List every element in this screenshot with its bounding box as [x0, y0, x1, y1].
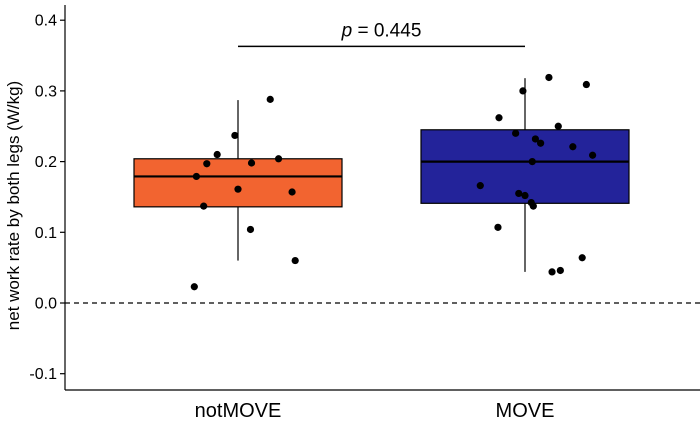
y-tick-label: 0.1: [35, 225, 57, 242]
y-tick-label: 0.3: [35, 83, 57, 100]
data-point: [589, 151, 597, 159]
data-point: [521, 191, 529, 200]
p-value-text: = 0.445: [352, 20, 421, 41]
y-tick-label: 0.4: [35, 13, 57, 30]
data-point: [512, 129, 520, 137]
data-point: [515, 189, 523, 198]
data-point: [274, 155, 283, 163]
data-point: [231, 131, 239, 140]
y-tick-label: 0.2: [35, 154, 57, 171]
data-point: [247, 159, 256, 167]
data-point: [190, 283, 198, 291]
data-point: [234, 185, 242, 193]
data-point: [537, 139, 545, 147]
data-point: [556, 266, 564, 275]
x-category-label: MOVE: [496, 400, 555, 422]
box-MOVE: [420, 78, 630, 272]
data-point: [291, 256, 299, 265]
data-point: [529, 202, 537, 210]
data-point: [545, 73, 553, 82]
data-point: [246, 225, 255, 234]
data-point: [288, 188, 296, 196]
data-point: [519, 87, 527, 95]
box-notMOVE: [133, 100, 343, 261]
y-axis-title: net work rate by both legs (W/kg): [4, 81, 23, 330]
p-symbol: p: [341, 20, 353, 41]
data-point: [528, 158, 536, 166]
boxes: [133, 78, 630, 272]
data-point: [554, 122, 562, 130]
iqr-box: [420, 129, 630, 204]
y-tick-label: 0.0: [35, 296, 57, 313]
axes: [64, 5, 700, 391]
data-point: [578, 254, 586, 262]
data-point: [495, 114, 503, 122]
data-point: [476, 182, 484, 190]
data-point: [203, 160, 211, 168]
iqr-box: [133, 158, 343, 208]
data-point: [200, 202, 208, 210]
x-categories: notMOVE MOVE: [195, 400, 555, 422]
p-value-label: p = 0.445: [341, 20, 422, 41]
data-point: [266, 95, 274, 103]
data-point: [548, 268, 556, 276]
significance-annotation: p = 0.445: [238, 20, 525, 48]
y-tick-label: -0.1: [29, 366, 57, 383]
data-point: [569, 143, 577, 151]
data-point: [494, 223, 502, 231]
data-point: [531, 135, 540, 143]
points: [190, 73, 597, 291]
data-point: [213, 150, 221, 159]
data-point: [192, 172, 200, 181]
y-ticks: -0.1 0.0 0.1 0.2 0.3 0.4: [29, 13, 65, 383]
x-category-label: notMOVE: [195, 400, 282, 422]
data-point: [582, 80, 590, 89]
